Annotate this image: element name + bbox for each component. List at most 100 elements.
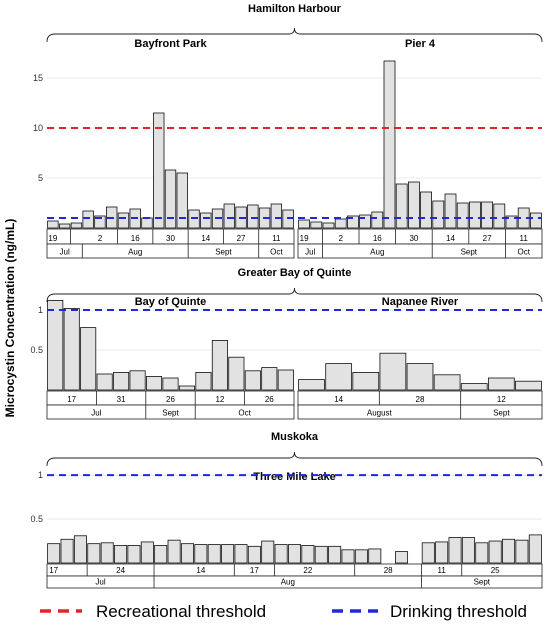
bar [247,204,259,229]
month-label: Oct [517,248,530,257]
day-tick-label: 14 [334,395,343,404]
bar [460,383,488,391]
bar [322,222,335,229]
bar [180,543,194,564]
bar [176,172,188,229]
bar [493,203,506,229]
month-label: Sept [493,409,510,418]
bar [100,542,114,564]
bar [515,539,529,564]
bar [113,371,130,391]
bar [58,223,71,229]
month-label: Oct [270,248,283,257]
bar [352,371,380,391]
bar [301,545,315,564]
bar [432,200,445,229]
y-axis-label: Microcystin Concentration (ng/mL) [3,219,17,418]
month-label: Aug [128,248,142,257]
bar [328,545,342,564]
bar [379,352,407,391]
y-tick-label: 15 [33,73,43,83]
bar [47,543,61,564]
bar [346,215,359,229]
y-tick-label: 0.5 [30,514,43,524]
bar [270,203,283,229]
day-tick-label: 30 [409,234,418,243]
day-tick-label: 17 [250,566,259,575]
month-label: August [367,409,393,418]
bar [221,544,235,564]
region-title: Muskoka [271,431,319,443]
bar [261,540,275,564]
day-tick-label: 17 [67,395,76,404]
month-axis-box [46,575,543,589]
day-tick-label: 16 [131,234,140,243]
bar [383,60,396,229]
month-label: Sept [474,578,491,587]
day-tick-label: 27 [483,234,492,243]
bar [94,215,106,229]
bar [129,370,146,391]
day-tick-label: 19 [48,234,57,243]
bar [167,539,181,564]
day-tick-label: 2 [98,234,103,243]
bar [395,183,408,229]
y-tick-label: 0.5 [30,345,43,355]
day-tick-label: 14 [201,234,210,243]
bar [277,369,294,391]
bar [154,545,168,564]
bar [456,202,469,229]
month-label: Jul [305,248,315,257]
bar [368,548,382,564]
bar [487,377,515,391]
panel-pier-4: Pier 4 19 2 16 30 14 27 11 Jul Aug Sept Oct [297,38,543,259]
legend-recreational-label: Recreational threshold [96,602,266,621]
bar [481,201,494,229]
bar [70,222,83,229]
bar [334,218,347,229]
bar [162,377,179,391]
month-label: Jul [60,248,70,257]
bar [371,211,384,229]
y-tick-label: 10 [33,123,43,133]
bar [448,537,462,564]
bar [117,212,130,229]
month-axis-box [297,404,543,420]
region-title: Greater Bay of Quinte [238,267,352,279]
bar [82,210,94,229]
bar [261,367,278,391]
month-label: Sept [215,248,232,257]
day-tick-label: 27 [237,234,246,243]
bar [114,545,128,564]
month-axis-box [297,243,543,259]
bar [207,544,221,564]
month-axis-box [46,243,295,259]
bar [314,545,328,564]
bar [444,193,457,229]
bar [234,544,248,564]
bar [73,535,87,564]
bar [407,181,420,229]
y-tick-label: 1 [38,470,43,480]
bar [194,544,208,564]
month-label: Jul [95,578,105,587]
legend: Recreational threshold Drinking threshol… [40,602,527,621]
bar [60,538,74,564]
month-label: Aug [281,578,295,587]
bar [140,541,154,564]
month-label: Sept [461,248,478,257]
bar [359,214,372,229]
bar [515,380,542,391]
bar [63,307,80,391]
day-tick-label: 28 [384,566,393,575]
day-tick-label: 14 [196,566,205,575]
day-tick-label: 16 [373,234,382,243]
bar [47,299,64,391]
bar [421,542,435,564]
bar [341,549,355,564]
region-greater-bay-of-quinte: Greater Bay of Quinte 0.5 1 Bay of Quinte 17… [30,267,543,420]
panel-title: Bayfront Park [134,38,207,50]
bar [325,363,353,391]
region-brace [46,287,543,303]
